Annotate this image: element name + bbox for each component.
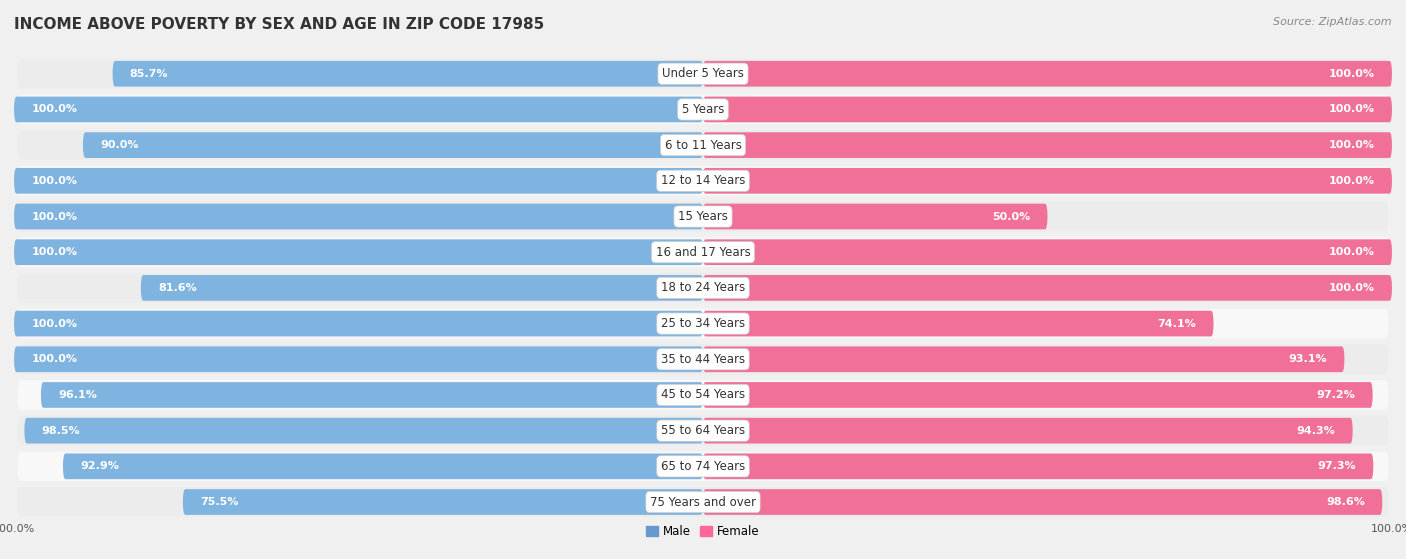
Text: 74.1%: 74.1% xyxy=(1157,319,1197,329)
Text: Under 5 Years: Under 5 Years xyxy=(662,67,744,80)
FancyBboxPatch shape xyxy=(17,309,1389,338)
Text: 100.0%: 100.0% xyxy=(31,176,77,186)
Text: 100.0%: 100.0% xyxy=(1329,69,1375,79)
FancyBboxPatch shape xyxy=(24,418,703,443)
FancyBboxPatch shape xyxy=(703,132,1392,158)
FancyBboxPatch shape xyxy=(17,344,1389,374)
Text: 100.0%: 100.0% xyxy=(31,354,77,364)
FancyBboxPatch shape xyxy=(17,166,1389,196)
FancyBboxPatch shape xyxy=(14,239,703,265)
Text: 98.5%: 98.5% xyxy=(42,425,80,435)
FancyBboxPatch shape xyxy=(703,347,1344,372)
Text: 100.0%: 100.0% xyxy=(1329,140,1375,150)
Text: 16 and 17 Years: 16 and 17 Years xyxy=(655,246,751,259)
Text: 85.7%: 85.7% xyxy=(129,69,169,79)
FancyBboxPatch shape xyxy=(703,239,1392,265)
FancyBboxPatch shape xyxy=(41,382,703,408)
FancyBboxPatch shape xyxy=(703,311,1213,337)
Text: INCOME ABOVE POVERTY BY SEX AND AGE IN ZIP CODE 17985: INCOME ABOVE POVERTY BY SEX AND AGE IN Z… xyxy=(14,17,544,32)
FancyBboxPatch shape xyxy=(17,202,1389,231)
Text: 97.3%: 97.3% xyxy=(1317,461,1357,471)
Text: 100.0%: 100.0% xyxy=(1329,283,1375,293)
Text: 94.3%: 94.3% xyxy=(1296,425,1336,435)
FancyBboxPatch shape xyxy=(183,489,703,515)
Text: 45 to 54 Years: 45 to 54 Years xyxy=(661,389,745,401)
FancyBboxPatch shape xyxy=(14,311,703,337)
FancyBboxPatch shape xyxy=(17,452,1389,481)
FancyBboxPatch shape xyxy=(17,416,1389,446)
Text: 18 to 24 Years: 18 to 24 Years xyxy=(661,281,745,295)
Text: 35 to 44 Years: 35 to 44 Years xyxy=(661,353,745,366)
Text: 25 to 34 Years: 25 to 34 Years xyxy=(661,317,745,330)
Text: 100.0%: 100.0% xyxy=(31,319,77,329)
Text: 100.0%: 100.0% xyxy=(31,105,77,115)
Text: Source: ZipAtlas.com: Source: ZipAtlas.com xyxy=(1274,17,1392,27)
FancyBboxPatch shape xyxy=(14,168,703,193)
Text: 15 Years: 15 Years xyxy=(678,210,728,223)
FancyBboxPatch shape xyxy=(703,168,1392,193)
FancyBboxPatch shape xyxy=(17,130,1389,160)
Text: 90.0%: 90.0% xyxy=(100,140,139,150)
FancyBboxPatch shape xyxy=(703,275,1392,301)
Text: 98.6%: 98.6% xyxy=(1326,497,1365,507)
Text: 12 to 14 Years: 12 to 14 Years xyxy=(661,174,745,187)
Text: 75.5%: 75.5% xyxy=(200,497,239,507)
Text: 100.0%: 100.0% xyxy=(31,247,77,257)
FancyBboxPatch shape xyxy=(703,61,1392,87)
FancyBboxPatch shape xyxy=(141,275,703,301)
FancyBboxPatch shape xyxy=(63,453,703,479)
Text: 100.0%: 100.0% xyxy=(1329,176,1375,186)
Text: 92.9%: 92.9% xyxy=(80,461,120,471)
Text: 55 to 64 Years: 55 to 64 Years xyxy=(661,424,745,437)
Text: 81.6%: 81.6% xyxy=(157,283,197,293)
Text: 97.2%: 97.2% xyxy=(1316,390,1355,400)
FancyBboxPatch shape xyxy=(14,347,703,372)
FancyBboxPatch shape xyxy=(703,382,1372,408)
FancyBboxPatch shape xyxy=(83,132,703,158)
FancyBboxPatch shape xyxy=(703,418,1353,443)
FancyBboxPatch shape xyxy=(17,238,1389,267)
Text: 100.0%: 100.0% xyxy=(1329,247,1375,257)
FancyBboxPatch shape xyxy=(17,59,1389,88)
Text: 50.0%: 50.0% xyxy=(993,211,1031,221)
Text: 65 to 74 Years: 65 to 74 Years xyxy=(661,460,745,473)
Text: 100.0%: 100.0% xyxy=(31,211,77,221)
Legend: Male, Female: Male, Female xyxy=(643,522,763,542)
Text: 6 to 11 Years: 6 to 11 Years xyxy=(665,139,741,151)
FancyBboxPatch shape xyxy=(703,203,1047,229)
FancyBboxPatch shape xyxy=(703,453,1374,479)
Text: 93.1%: 93.1% xyxy=(1288,354,1327,364)
FancyBboxPatch shape xyxy=(17,487,1389,517)
FancyBboxPatch shape xyxy=(14,203,703,229)
FancyBboxPatch shape xyxy=(112,61,703,87)
FancyBboxPatch shape xyxy=(14,97,703,122)
FancyBboxPatch shape xyxy=(703,489,1382,515)
Text: 5 Years: 5 Years xyxy=(682,103,724,116)
Text: 100.0%: 100.0% xyxy=(1329,105,1375,115)
FancyBboxPatch shape xyxy=(17,273,1389,302)
Text: 96.1%: 96.1% xyxy=(58,390,97,400)
FancyBboxPatch shape xyxy=(17,94,1389,124)
FancyBboxPatch shape xyxy=(17,380,1389,410)
FancyBboxPatch shape xyxy=(703,97,1392,122)
Text: 75 Years and over: 75 Years and over xyxy=(650,495,756,509)
